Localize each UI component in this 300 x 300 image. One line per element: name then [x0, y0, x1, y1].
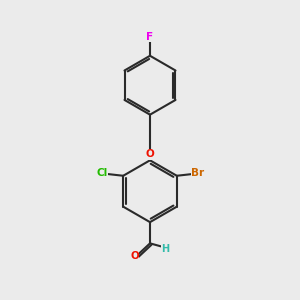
Text: Br: Br	[191, 168, 205, 178]
Text: O: O	[146, 149, 154, 159]
Text: Cl: Cl	[96, 168, 108, 178]
Text: F: F	[146, 32, 154, 42]
Text: H: H	[161, 244, 170, 254]
Text: O: O	[130, 251, 139, 261]
